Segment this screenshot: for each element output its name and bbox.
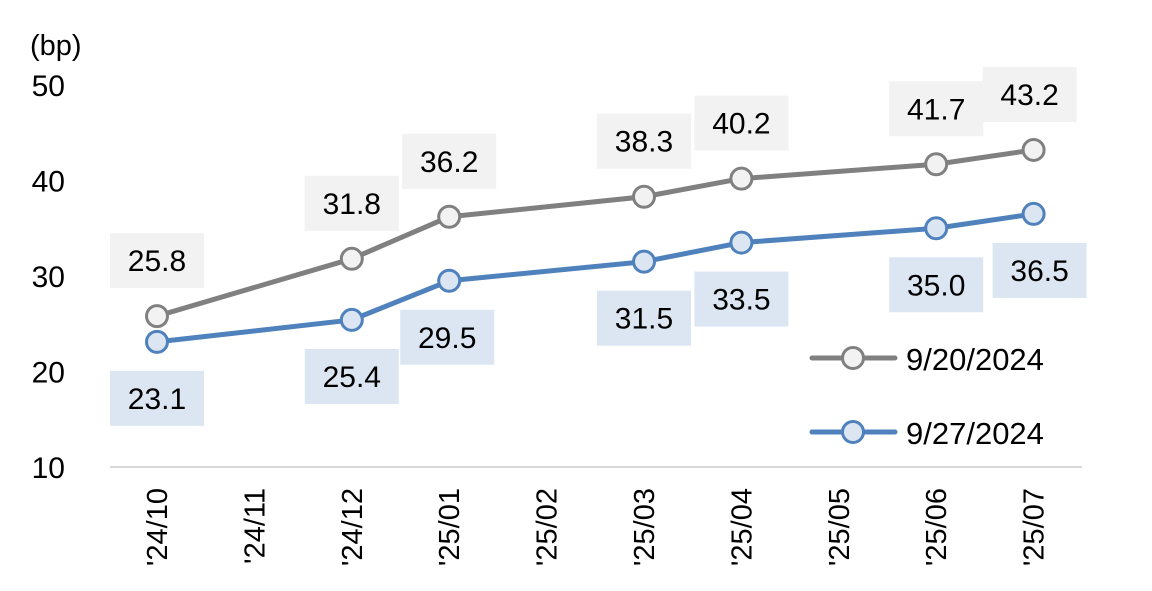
data-point [729, 230, 754, 255]
data-point [924, 216, 949, 241]
legend-marker [841, 346, 865, 370]
data-point [145, 304, 169, 329]
x-tick-label: '25/06 [921, 488, 953, 566]
data-point [729, 166, 754, 191]
x-tick-label: '25/07 [1019, 488, 1051, 566]
y-tick-label: 30 [32, 261, 65, 294]
data-label-box [694, 95, 789, 151]
data-label-box [304, 175, 399, 231]
data-label-box [402, 133, 497, 189]
data-point [339, 246, 364, 271]
y-tick-label: 40 [32, 166, 65, 199]
data-label-box [110, 370, 204, 426]
data-label: 25.8 [128, 245, 186, 278]
y-tick-label: 20 [32, 357, 65, 390]
x-tick-label: '24/10 [142, 488, 174, 566]
x-tick-label: '24/12 [337, 488, 369, 566]
data-point [924, 152, 949, 177]
y-tick-label: 50 [32, 70, 65, 103]
data-label: 23.1 [128, 383, 186, 416]
data-label: 41.7 [907, 93, 965, 126]
data-point [632, 184, 656, 209]
x-tick-label: '24/11 [239, 488, 271, 564]
y-unit-label: (bp) [30, 30, 82, 62]
data-point [145, 329, 169, 354]
data-label-box [597, 290, 691, 346]
data-label: 31.8 [323, 188, 381, 221]
data-label-box [304, 348, 399, 404]
data-label-box [982, 66, 1077, 122]
data-point [437, 204, 462, 229]
data-point [1021, 201, 1046, 226]
data-label-box [889, 81, 984, 137]
data-point [437, 268, 462, 293]
data-label: 36.5 [1010, 255, 1068, 288]
data-label: 25.4 [323, 361, 381, 394]
x-tick-label: '25/05 [824, 488, 856, 566]
data-label: 36.2 [420, 146, 478, 179]
x-tick-label: '25/02 [532, 488, 564, 566]
data-label: 31.5 [615, 303, 673, 336]
x-tick-label: '25/04 [726, 488, 758, 566]
data-point [1021, 137, 1046, 162]
legend-label: 9/27/2024 [906, 416, 1044, 451]
data-label: 35.0 [907, 269, 965, 302]
data-label-box [694, 271, 789, 327]
x-tick-label: '25/01 [434, 488, 466, 566]
y-tick-label: 10 [32, 452, 65, 485]
data-point [339, 307, 364, 332]
data-label: 43.2 [1000, 79, 1058, 112]
data-label: 38.3 [615, 126, 673, 159]
data-label-box [597, 113, 691, 169]
x-tick-label: '25/03 [629, 488, 661, 566]
data-point [632, 249, 656, 274]
data-label: 33.5 [712, 284, 770, 317]
legend-label: 9/20/2024 [906, 342, 1044, 377]
data-label-box [889, 257, 984, 313]
legend-marker [841, 420, 865, 444]
data-label-box [400, 309, 495, 365]
data-label: 29.5 [418, 322, 476, 355]
data-label-box [110, 233, 204, 289]
data-label-box [992, 242, 1087, 298]
data-label: 40.2 [712, 108, 770, 141]
